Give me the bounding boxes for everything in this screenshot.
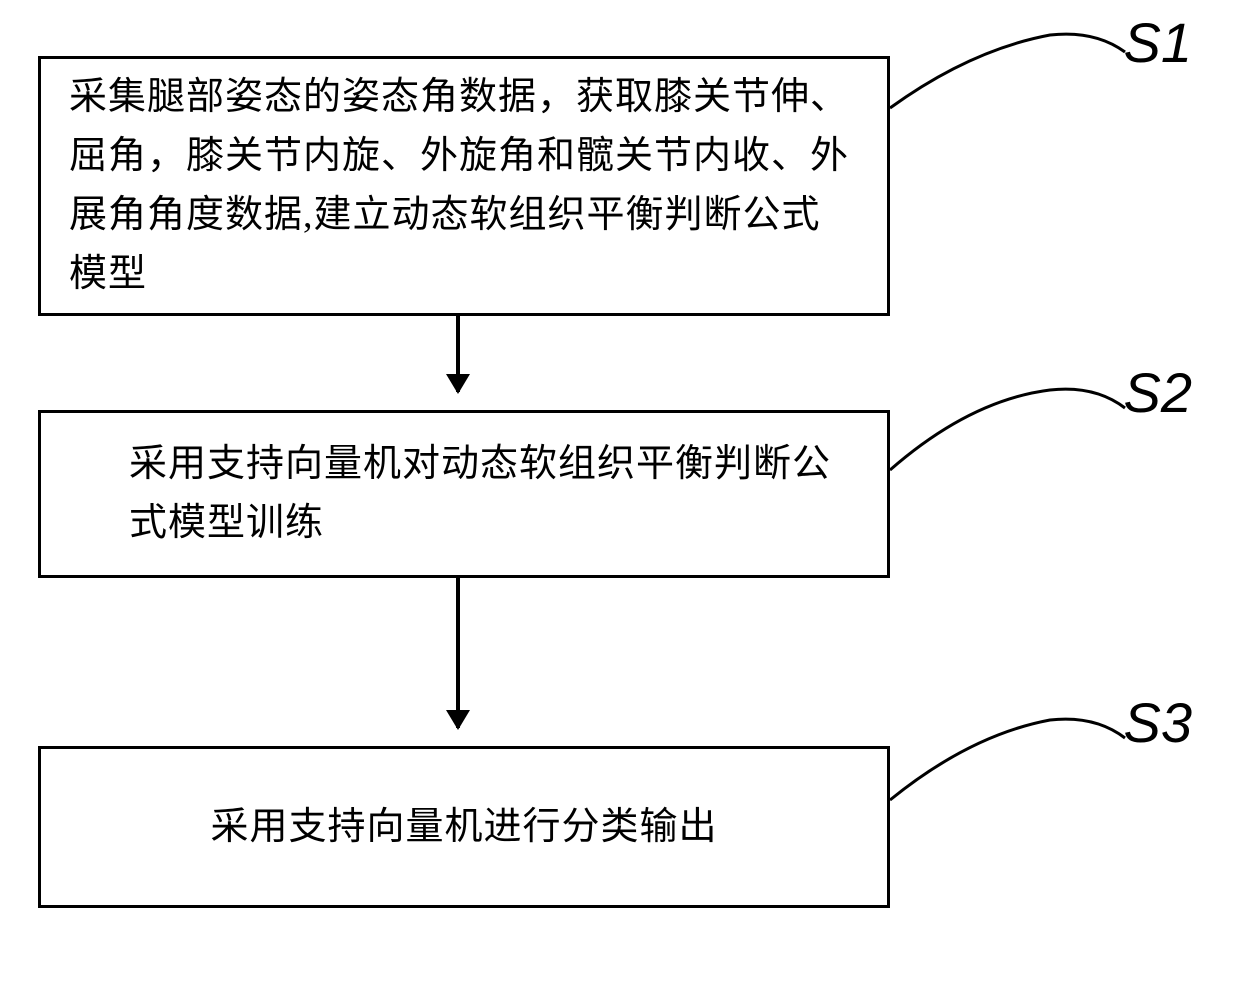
flowchart-node-s2: 采用支持向量机对动态软组织平衡判断公式模型训练: [38, 410, 890, 578]
connector-path-s1: [890, 34, 1125, 108]
connector-path-s2: [890, 389, 1125, 470]
flowchart-node-s1: 采集腿部姿态的姿态角数据，获取膝关节伸、屈角，膝关节内旋、外旋角和髋关节内收、外…: [38, 56, 890, 316]
node-text-s1: 采集腿部姿态的姿态角数据，获取膝关节伸、屈角，膝关节内旋、外旋角和髋关节内收、外…: [69, 68, 859, 304]
flowchart-node-s3: 采用支持向量机进行分类输出: [38, 746, 890, 908]
arrow-s2-s3: [456, 578, 460, 728]
label-s1: S1: [1124, 10, 1193, 75]
label-s2: S2: [1124, 360, 1193, 425]
node-text-s3: 采用支持向量机进行分类输出: [210, 798, 717, 857]
arrow-s1-s2: [456, 316, 460, 392]
label-s3: S3: [1124, 690, 1193, 755]
connector-path-s3: [890, 719, 1125, 800]
node-text-s2: 采用支持向量机对动态软组织平衡判断公式模型训练: [69, 435, 859, 553]
